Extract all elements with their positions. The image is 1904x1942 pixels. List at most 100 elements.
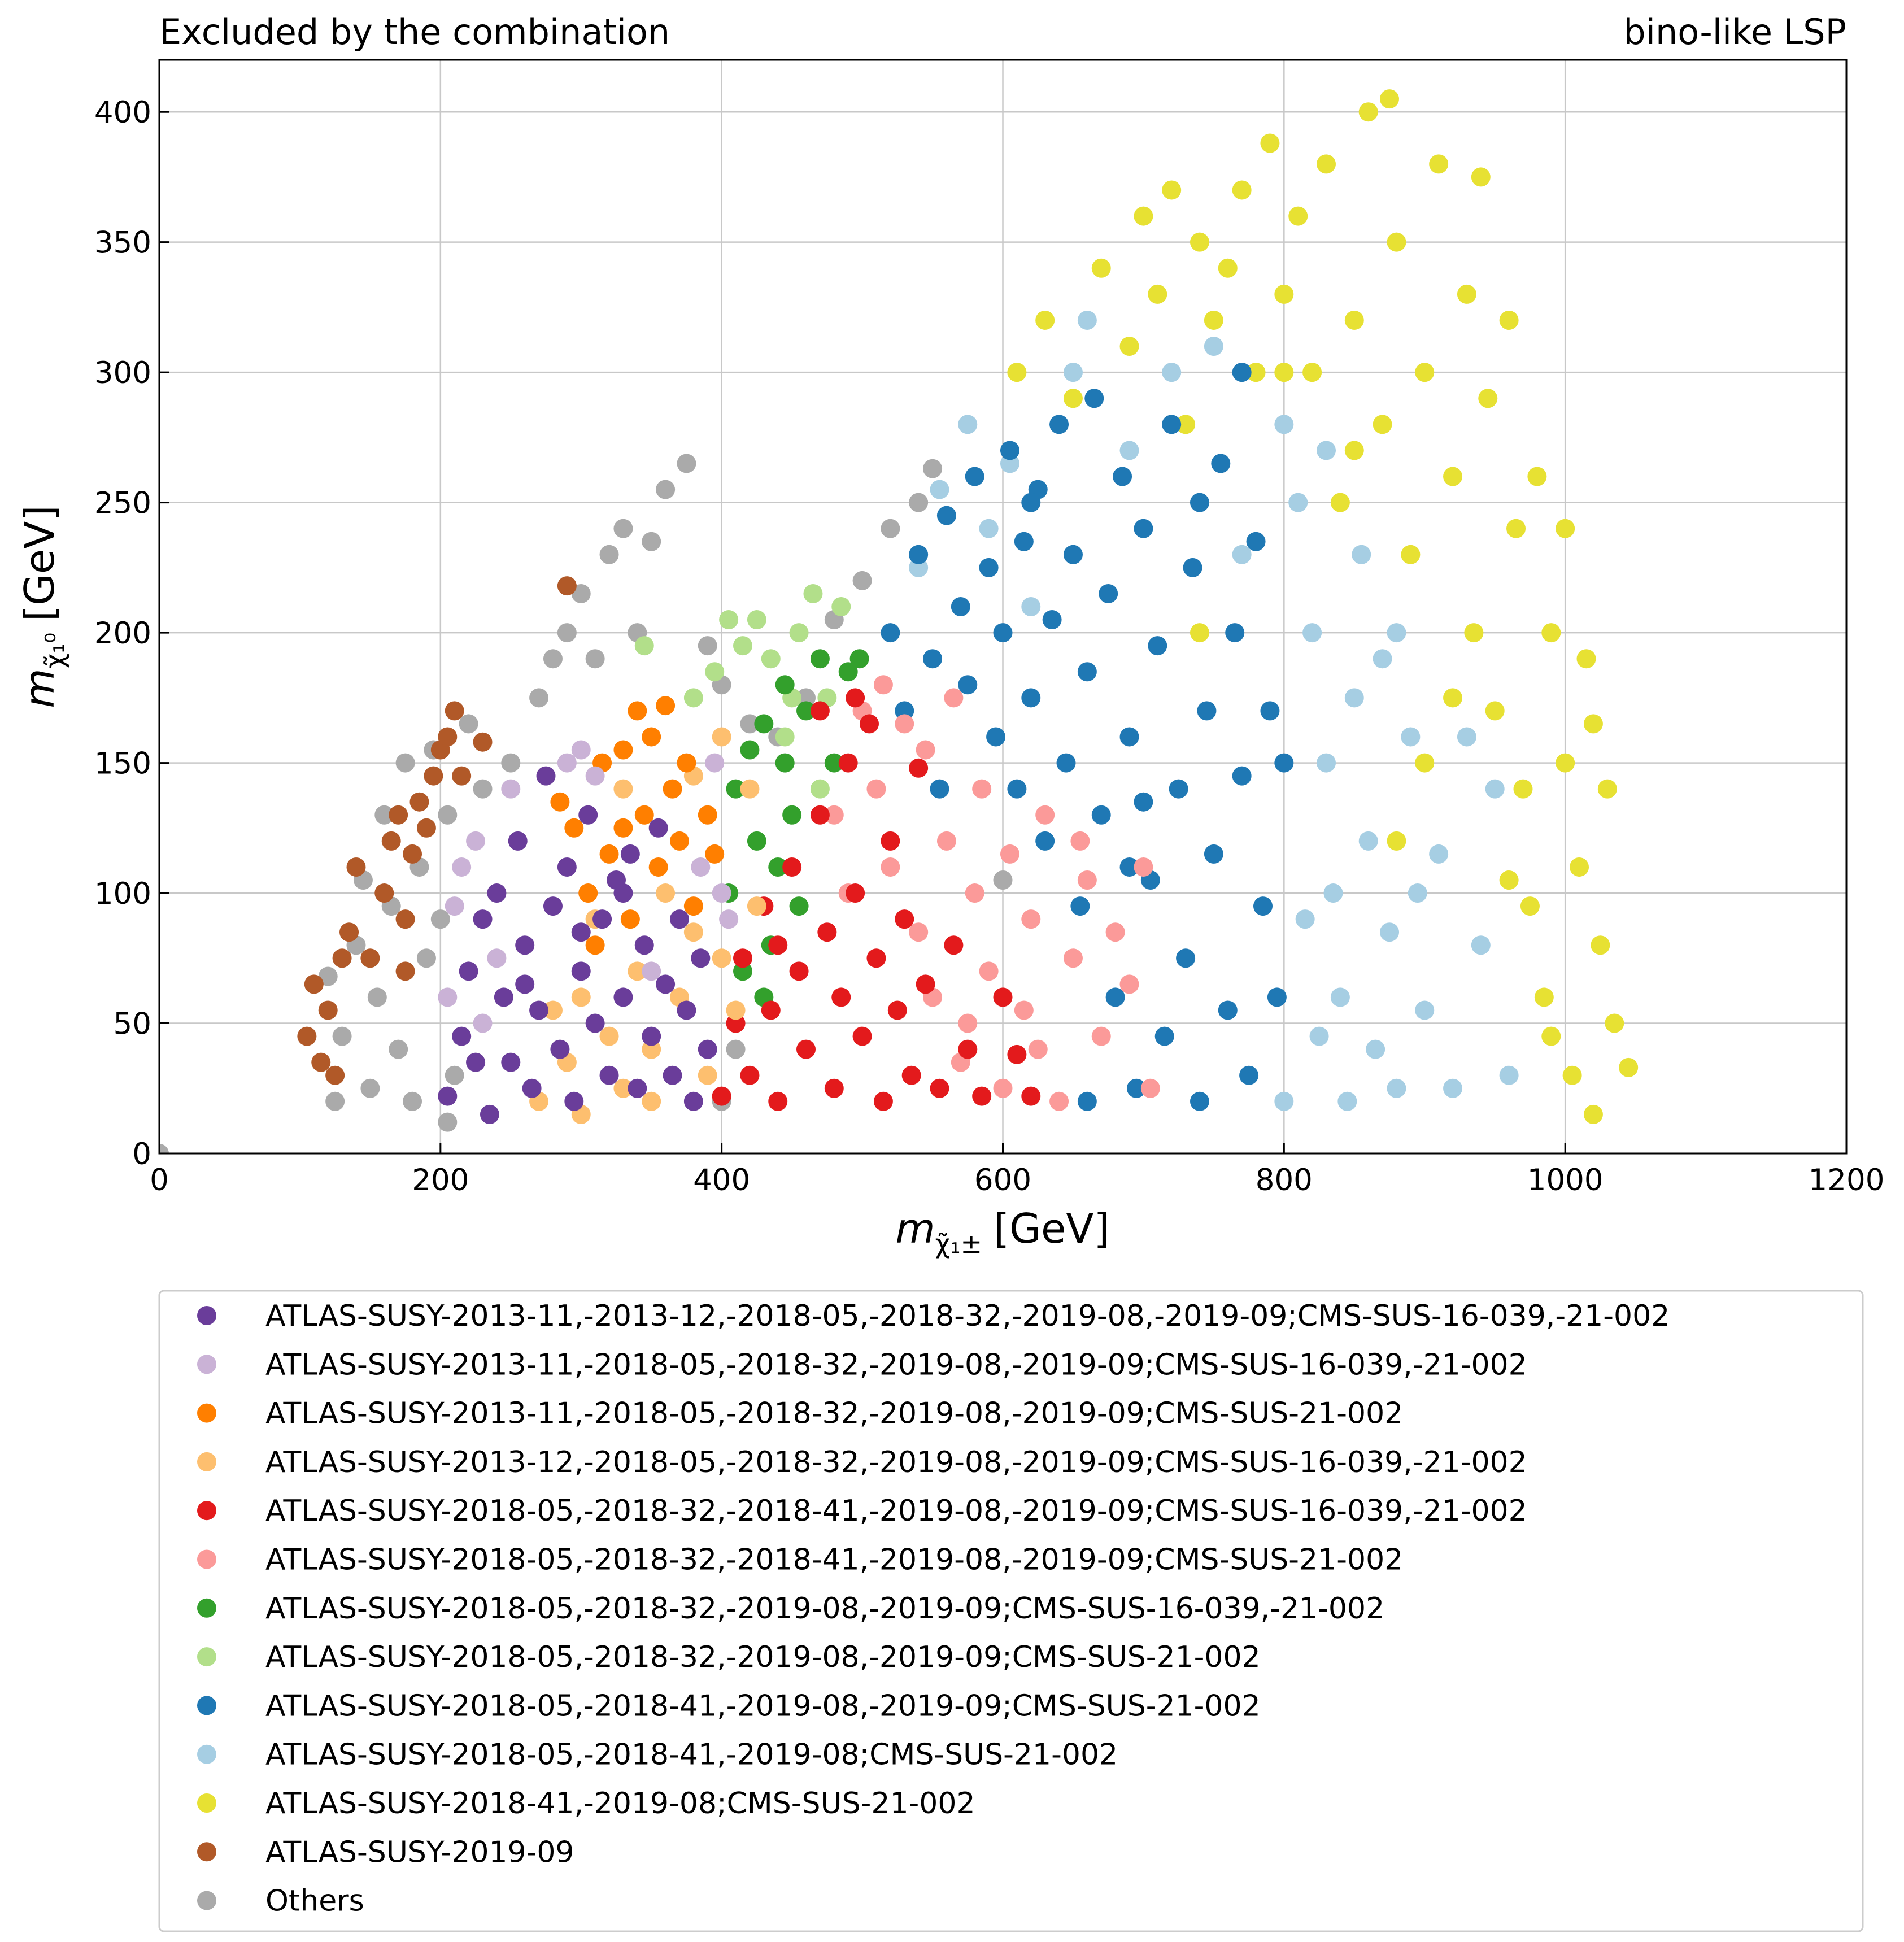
- scatter-point: [1387, 232, 1406, 252]
- scatter-point: [1035, 805, 1055, 825]
- scatter-point: [311, 1052, 331, 1072]
- legend-marker: [197, 1306, 216, 1325]
- scatter-point: [909, 922, 929, 942]
- scatter-point: [993, 1078, 1013, 1098]
- scatter-point: [634, 636, 654, 656]
- scatter-point: [1176, 948, 1196, 968]
- scatter-point: [642, 961, 661, 981]
- scatter-point: [1000, 844, 1019, 864]
- scatter-point: [318, 1000, 338, 1020]
- scatter-point: [740, 779, 760, 799]
- scatter-point: [740, 740, 760, 760]
- scatter-point: [578, 883, 598, 903]
- scatter-point: [1246, 363, 1266, 382]
- scatter-point: [571, 961, 591, 981]
- scatter-point: [1190, 1091, 1209, 1111]
- scatter-point: [705, 662, 725, 682]
- scatter-point: [1063, 948, 1083, 968]
- scatter-point: [1105, 987, 1125, 1007]
- scatter-point: [1337, 1091, 1357, 1111]
- y-tick-label: 200: [94, 616, 151, 651]
- scatter-point: [1317, 154, 1336, 174]
- scatter-point: [958, 1013, 978, 1033]
- scatter-point: [480, 1104, 499, 1124]
- scatter-point: [993, 870, 1013, 890]
- scatter-point: [459, 961, 478, 981]
- scatter-point: [733, 636, 753, 656]
- scatter-point: [613, 883, 633, 903]
- y-label-symbol: m: [16, 668, 63, 708]
- legend-marker: [197, 1744, 216, 1764]
- scatter-point: [1099, 584, 1118, 603]
- scatter-point: [881, 857, 900, 877]
- y-label-subscript: χ̃₁⁰: [40, 633, 70, 668]
- scatter-point: [1056, 753, 1076, 773]
- scatter-point: [1063, 363, 1083, 382]
- legend-label: ATLAS-SUSY-2013-11,-2018-05,-2018-32,-20…: [265, 1397, 1403, 1431]
- scatter-point: [1007, 363, 1027, 382]
- legend-label: ATLAS-SUSY-2018-05,-2018-41,-2019-08,-20…: [265, 1689, 1261, 1723]
- scatter-point: [1197, 701, 1217, 721]
- scatter-point: [747, 896, 766, 916]
- scatter-point: [1190, 623, 1209, 643]
- scatter-point: [1091, 1026, 1111, 1046]
- scatter-point: [993, 623, 1013, 643]
- scatter-point: [416, 818, 436, 838]
- scatter-point: [1429, 154, 1449, 174]
- scatter-point: [972, 779, 992, 799]
- scatter-point: [571, 987, 591, 1007]
- scatter-point: [1478, 389, 1498, 408]
- scatter-point: [1457, 284, 1476, 304]
- scatter-point: [1077, 310, 1097, 330]
- scatter-point: [1260, 701, 1280, 721]
- scatter-point: [642, 532, 661, 551]
- scatter-point: [824, 805, 844, 825]
- scatter-point: [1401, 545, 1421, 564]
- scatter-point: [1070, 831, 1090, 851]
- scatter-point: [656, 974, 676, 994]
- scatter-point: [852, 1026, 872, 1046]
- scatter-point: [1007, 779, 1027, 799]
- scatter-point: [1380, 922, 1400, 942]
- scatter-point: [796, 701, 816, 721]
- scatter-point: [1148, 636, 1167, 656]
- scatter-point: [838, 662, 858, 682]
- scatter-point: [810, 779, 830, 799]
- scatter-point: [494, 987, 513, 1007]
- scatter-point: [1562, 1065, 1582, 1085]
- scatter-point: [1134, 857, 1153, 877]
- scatter-point: [1162, 415, 1182, 434]
- scatter-point: [1119, 857, 1139, 877]
- scatter-point: [1344, 441, 1364, 460]
- scatter-point: [1317, 441, 1336, 460]
- scatter-point: [1183, 558, 1202, 577]
- scatter-point: [543, 649, 563, 669]
- scatter-point: [712, 948, 731, 968]
- scatter-point: [438, 805, 458, 825]
- scatter-point: [1358, 102, 1378, 122]
- scatter-point: [1119, 441, 1139, 460]
- scatter-point: [459, 714, 478, 734]
- scatter-point: [550, 1039, 570, 1059]
- scatter-point: [958, 1039, 978, 1059]
- scatter-point: [515, 974, 535, 994]
- scatter-point: [1330, 987, 1350, 1007]
- scatter-point: [1077, 870, 1097, 890]
- legend-label: ATLAS-SUSY-2018-05,-2018-32,-2018-41,-20…: [265, 1494, 1527, 1528]
- scatter-point: [972, 1086, 992, 1106]
- scatter-point: [543, 1000, 563, 1020]
- scatter-point: [1253, 896, 1273, 916]
- scatter-point: [930, 779, 949, 799]
- legend-label: ATLAS-SUSY-2013-11,-2013-12,-2018-05,-20…: [265, 1299, 1670, 1333]
- scatter-point: [339, 922, 359, 942]
- scatter-point: [873, 1091, 893, 1111]
- scatter-point: [1605, 1013, 1624, 1033]
- scatter-point: [849, 649, 869, 669]
- scatter-point: [733, 948, 753, 968]
- scatter-point: [389, 1039, 408, 1059]
- legend-marker: [197, 1355, 216, 1374]
- scatter-point: [395, 909, 415, 929]
- scatter-point: [1162, 363, 1182, 382]
- legend-marker: [197, 1793, 216, 1813]
- scatter-point: [445, 1065, 464, 1085]
